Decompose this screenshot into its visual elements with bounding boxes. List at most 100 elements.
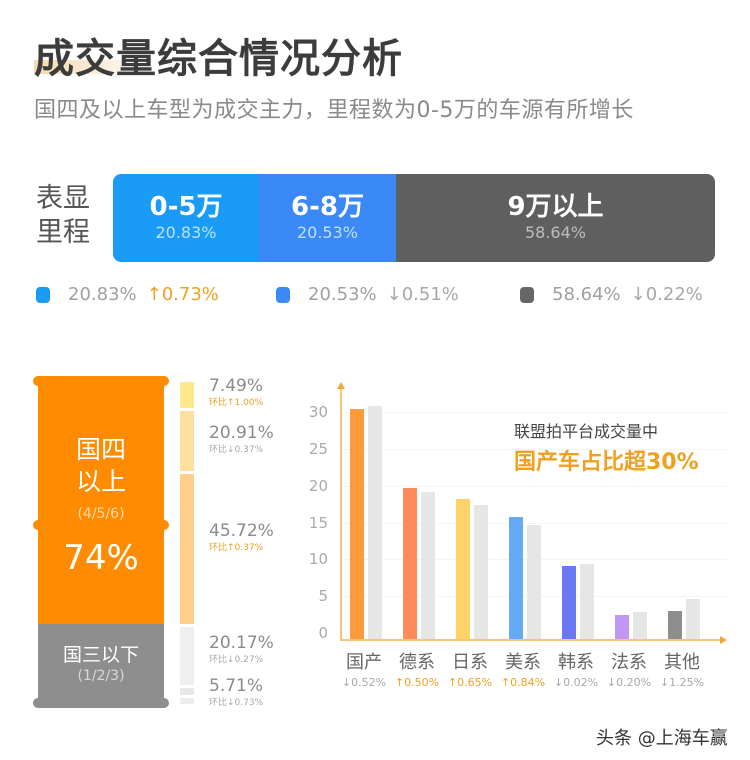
mileage-label-line1: 表显: [36, 183, 90, 214]
emission-upper-sub: (4/5/6): [77, 506, 125, 522]
stack-change: 环比↑0.37%: [209, 543, 264, 553]
y-tick-label: 0: [318, 624, 328, 642]
stack-change: 环比↓0.37%: [209, 445, 264, 455]
x-axis: [340, 639, 722, 641]
mileage-label-line2: 里程: [36, 217, 90, 248]
emission-lower-line1: 国三以下: [62, 644, 139, 666]
bar-previous: [686, 599, 700, 639]
x-category-label: 法系: [611, 652, 647, 673]
bar-current: [509, 517, 523, 639]
mileage-segment: 0-5万 20.83%: [113, 174, 259, 262]
x-category-label: 国产: [346, 652, 382, 673]
x-category-change: ↑0.50%: [394, 676, 440, 689]
legend-change: ↑0.73%: [146, 284, 219, 305]
column-bottom-cap: [33, 698, 169, 708]
segment-title: 0-5万: [149, 192, 223, 222]
segment-pct: 20.53%: [296, 223, 358, 242]
legend-value: 20.83%: [68, 284, 137, 305]
segment-pct: 20.83%: [155, 223, 217, 242]
bar-previous: [580, 563, 594, 639]
bar-previous: [633, 612, 647, 639]
y-tick-label: 20: [308, 476, 328, 495]
y-tick-label: 15: [308, 513, 328, 532]
x-category-label: 美系: [505, 652, 541, 673]
x-category-label: 日系: [452, 652, 488, 673]
stack-segment: [180, 474, 194, 624]
title-highlight: [34, 60, 154, 74]
bar-previous: [368, 405, 382, 639]
mileage-stacked-bar: 0-5万 20.83% 6-8万 20.53% 9万以上 58.64%: [113, 174, 715, 262]
stack-change: 环比↓0.73%: [209, 698, 264, 708]
legend-swatch-icon: [276, 286, 290, 303]
y-tick-label: 25: [308, 440, 328, 458]
x-category-change: ↓0.52%: [341, 676, 387, 689]
chart-annotation-line1: 联盟拍平台成交量中: [514, 422, 659, 441]
gridline: [342, 485, 727, 487]
x-category-change: ↑0.84%: [500, 676, 546, 689]
brand-bar-chart: 联盟拍平台成交量中 国产车占比超30% 0 5 10 15 20 25 30 国产 ↓0.52%…: [300, 380, 730, 700]
legend-swatch-icon: [36, 286, 50, 303]
bar-previous: [527, 524, 541, 639]
bar-current: [350, 409, 364, 639]
legend-swatch-icon: [520, 286, 534, 303]
column-top-cap: [33, 376, 169, 386]
page-subtitle: 国四及以上车型为成交主力，里程数为0-5万的车源有所增长: [34, 98, 634, 123]
bar-previous: [474, 504, 488, 639]
x-axis-arrow-icon: [720, 636, 727, 644]
legend-item: 58.64% ↓0.22%: [520, 284, 703, 305]
gridline: [342, 412, 727, 414]
stack-segment: [180, 688, 194, 695]
emission-lower-block: [38, 624, 164, 704]
stack-segment: [180, 411, 194, 471]
mileage-legend: 20.83% ↑0.73% 20.53% ↓0.51% 58.64% ↓0.22%: [0, 284, 750, 310]
stack-value: 7.49%: [209, 376, 264, 396]
legend-value: 58.64%: [552, 284, 621, 305]
bar-current: [615, 615, 629, 639]
bar-current: [403, 488, 417, 639]
mileage-segment: 6-8万 20.53%: [259, 174, 396, 262]
y-tick-label: 5: [318, 587, 328, 606]
mileage-segment: 9万以上 58.64%: [396, 174, 715, 262]
y-axis-arrow-icon: [337, 382, 345, 389]
bar-current: [668, 610, 682, 639]
gridline: [342, 449, 727, 450]
legend-change: ↓0.22%: [630, 284, 703, 305]
stack-segment: [180, 382, 194, 408]
legend-value: 20.53%: [308, 284, 377, 305]
x-category-change: ↑0.65%: [447, 676, 493, 689]
legend-change: ↓0.51%: [386, 284, 459, 305]
emission-upper-block: [38, 380, 164, 624]
mileage-label: 表显 里程: [36, 182, 96, 250]
emission-upper-pct: 74%: [63, 538, 139, 578]
x-category-label: 德系: [399, 652, 435, 673]
segment-pct: 58.64%: [524, 223, 586, 242]
column-mid-cap: [33, 520, 169, 530]
stack-value: 20.91%: [209, 423, 274, 443]
gridline: [342, 522, 727, 524]
x-category-change: ↓0.20%: [606, 676, 652, 689]
stack-value: 20.17%: [209, 633, 274, 653]
segment-title: 9万以上: [507, 192, 604, 222]
x-category-label: 其他: [664, 652, 700, 673]
emission-upper-line2: 以上: [75, 467, 126, 496]
emission-upper-line1: 国四: [75, 435, 126, 464]
watermark: 头条 @上海车赢: [596, 728, 728, 749]
page-title: 成交量综合情况分析: [34, 36, 403, 82]
segment-title: 6-8万: [291, 192, 364, 222]
stack-segment: [180, 698, 194, 704]
title-block: 成交量综合情况分析: [34, 26, 403, 84]
stack-value: 45.72%: [209, 521, 274, 541]
chart-annotation-line2: 国产车占比超30%: [514, 450, 699, 475]
x-category-label: 韩系: [558, 652, 594, 673]
bar-previous: [421, 491, 435, 639]
x-category-change: ↓0.02%: [553, 676, 599, 689]
x-category-change: ↓1.25%: [659, 676, 705, 689]
emission-column: 国四 以上 (4/5/6) 74% 国三以下 (1/2/3): [33, 376, 169, 708]
stack-segment: [180, 627, 194, 685]
stack-change: 环比↓0.27%: [209, 655, 264, 665]
legend-item: 20.53% ↓0.51%: [276, 284, 459, 305]
y-tick-label: 30: [308, 403, 328, 422]
bar-current: [456, 499, 470, 639]
legend-item: 20.83% ↑0.73%: [36, 284, 219, 305]
y-tick-label: 10: [308, 550, 328, 569]
